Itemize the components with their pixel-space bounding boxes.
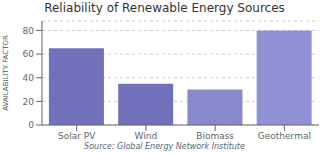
svg-text:40: 40: [23, 73, 35, 83]
svg-text:Solar PV: Solar PV: [58, 131, 96, 141]
html-text:Reliability of Renewable Energ: Reliability of Renewable Energy Sources: [44, 1, 285, 15]
svg-text:Wind: Wind: [135, 131, 158, 141]
svg-text:AVAILABILITY FACTOR: AVAILABILITY FACTOR: [8, 35, 10, 111]
svg-text:Geothermal: Geothermal: [258, 131, 311, 141]
svg-text:0: 0: [28, 120, 34, 130]
svg-text:60: 60: [23, 49, 35, 59]
html-text:Source: Global Energy Network: Source: Global Energy Network Institute: [84, 142, 245, 151]
svg-text:Biomass: Biomass: [196, 131, 234, 141]
svg-text:20: 20: [23, 97, 35, 107]
svg-text:80: 80: [23, 26, 35, 36]
